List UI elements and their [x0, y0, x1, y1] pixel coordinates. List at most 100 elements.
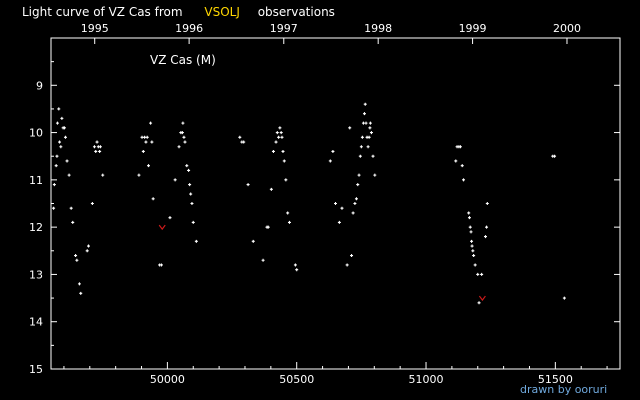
observation-point [85, 249, 89, 253]
observation-point [266, 225, 270, 229]
observation-point [348, 126, 352, 130]
x-tick-label: 51000 [409, 373, 444, 386]
observation-point [65, 159, 69, 163]
observation-point [328, 159, 332, 163]
observation-point [168, 216, 172, 220]
observation-point [485, 225, 489, 229]
y-tick-label: 15 [29, 363, 43, 376]
observation-point [180, 131, 184, 135]
observation-point [373, 173, 377, 177]
observation-point [63, 135, 67, 139]
observation-point [177, 145, 181, 149]
observation-point [238, 135, 242, 139]
x-tick-label: 50000 [150, 373, 185, 386]
observation-point [52, 183, 56, 187]
y-tick-label: 12 [29, 221, 43, 234]
observation-point [484, 235, 488, 239]
observation-point [251, 239, 255, 243]
observation-point [269, 187, 273, 191]
observation-point [367, 135, 371, 139]
observation-point [359, 145, 363, 149]
observation-point [284, 178, 288, 182]
observation-point [71, 220, 75, 224]
observation-point [187, 168, 191, 172]
observation-point [79, 291, 83, 295]
observation-point [281, 149, 285, 153]
observation-point [553, 154, 557, 158]
observation-point [472, 254, 476, 258]
observation-point [275, 131, 279, 135]
credit-text: drawn by ooruri [520, 383, 607, 396]
observation-point [471, 249, 475, 253]
observation-point [185, 164, 189, 168]
observation-point [368, 121, 372, 125]
observation-point [345, 263, 349, 267]
observation-point [183, 140, 187, 144]
observation-point [55, 121, 59, 125]
observation-point [140, 135, 144, 139]
observation-point [467, 211, 471, 215]
observation-point [480, 272, 484, 276]
observation-point [242, 140, 246, 144]
fainter-than-mark [158, 224, 166, 231]
observation-point [295, 268, 299, 272]
observation-point [473, 263, 477, 267]
observation-point [58, 140, 62, 144]
observation-point [279, 131, 283, 135]
observation-point [149, 121, 153, 125]
observation-point [353, 202, 357, 205]
observation-point [147, 164, 151, 168]
observation-point [141, 149, 145, 153]
observation-point [562, 296, 566, 300]
observation-point [67, 173, 71, 177]
observation-point [350, 254, 354, 258]
year-label: 1996 [175, 22, 203, 35]
observation-point [57, 107, 61, 111]
observation-point [277, 135, 281, 139]
observation-point [363, 102, 367, 106]
observation-point [278, 126, 282, 130]
observation-point [371, 154, 375, 158]
data-marks [52, 102, 566, 305]
observation-point [293, 263, 297, 267]
observation-point [191, 220, 195, 224]
observation-point [194, 239, 198, 243]
observation-point [60, 116, 64, 120]
observation-point [454, 159, 458, 163]
observation-point [334, 202, 337, 205]
observation-point [357, 173, 361, 177]
observation-point [458, 145, 462, 149]
observation-point [485, 202, 489, 205]
observation-point [287, 220, 291, 224]
title-suffix: observations [258, 5, 335, 19]
observation-point [182, 135, 186, 139]
observation-point [470, 239, 474, 243]
observation-point [366, 145, 370, 149]
observation-point [92, 145, 96, 149]
y-tick-label: 11 [29, 174, 43, 187]
observation-point [98, 149, 102, 153]
observation-point [470, 244, 474, 248]
observation-point [369, 131, 373, 135]
observation-point [87, 244, 91, 248]
y-tick-label: 10 [29, 127, 43, 140]
observation-point [476, 272, 480, 276]
observation-point [59, 145, 63, 149]
observation-point [462, 178, 466, 182]
observation-point [94, 149, 98, 153]
y-tick-label: 9 [36, 79, 43, 92]
observation-point [188, 183, 192, 187]
observation-point [331, 149, 335, 153]
fainter-than-mark [478, 295, 486, 302]
observation-point [340, 206, 344, 210]
observation-point [52, 206, 56, 210]
observation-point [159, 263, 163, 267]
observation-point [467, 216, 471, 220]
observation-point [74, 254, 78, 258]
observation-point [77, 282, 81, 286]
axes: 9 10 11 12 13 14 15 50000 50500 51000 51500 1995 199… [29, 22, 621, 386]
observation-point [62, 126, 66, 130]
x-tick-label: 50500 [279, 373, 314, 386]
observation-point [145, 135, 149, 139]
